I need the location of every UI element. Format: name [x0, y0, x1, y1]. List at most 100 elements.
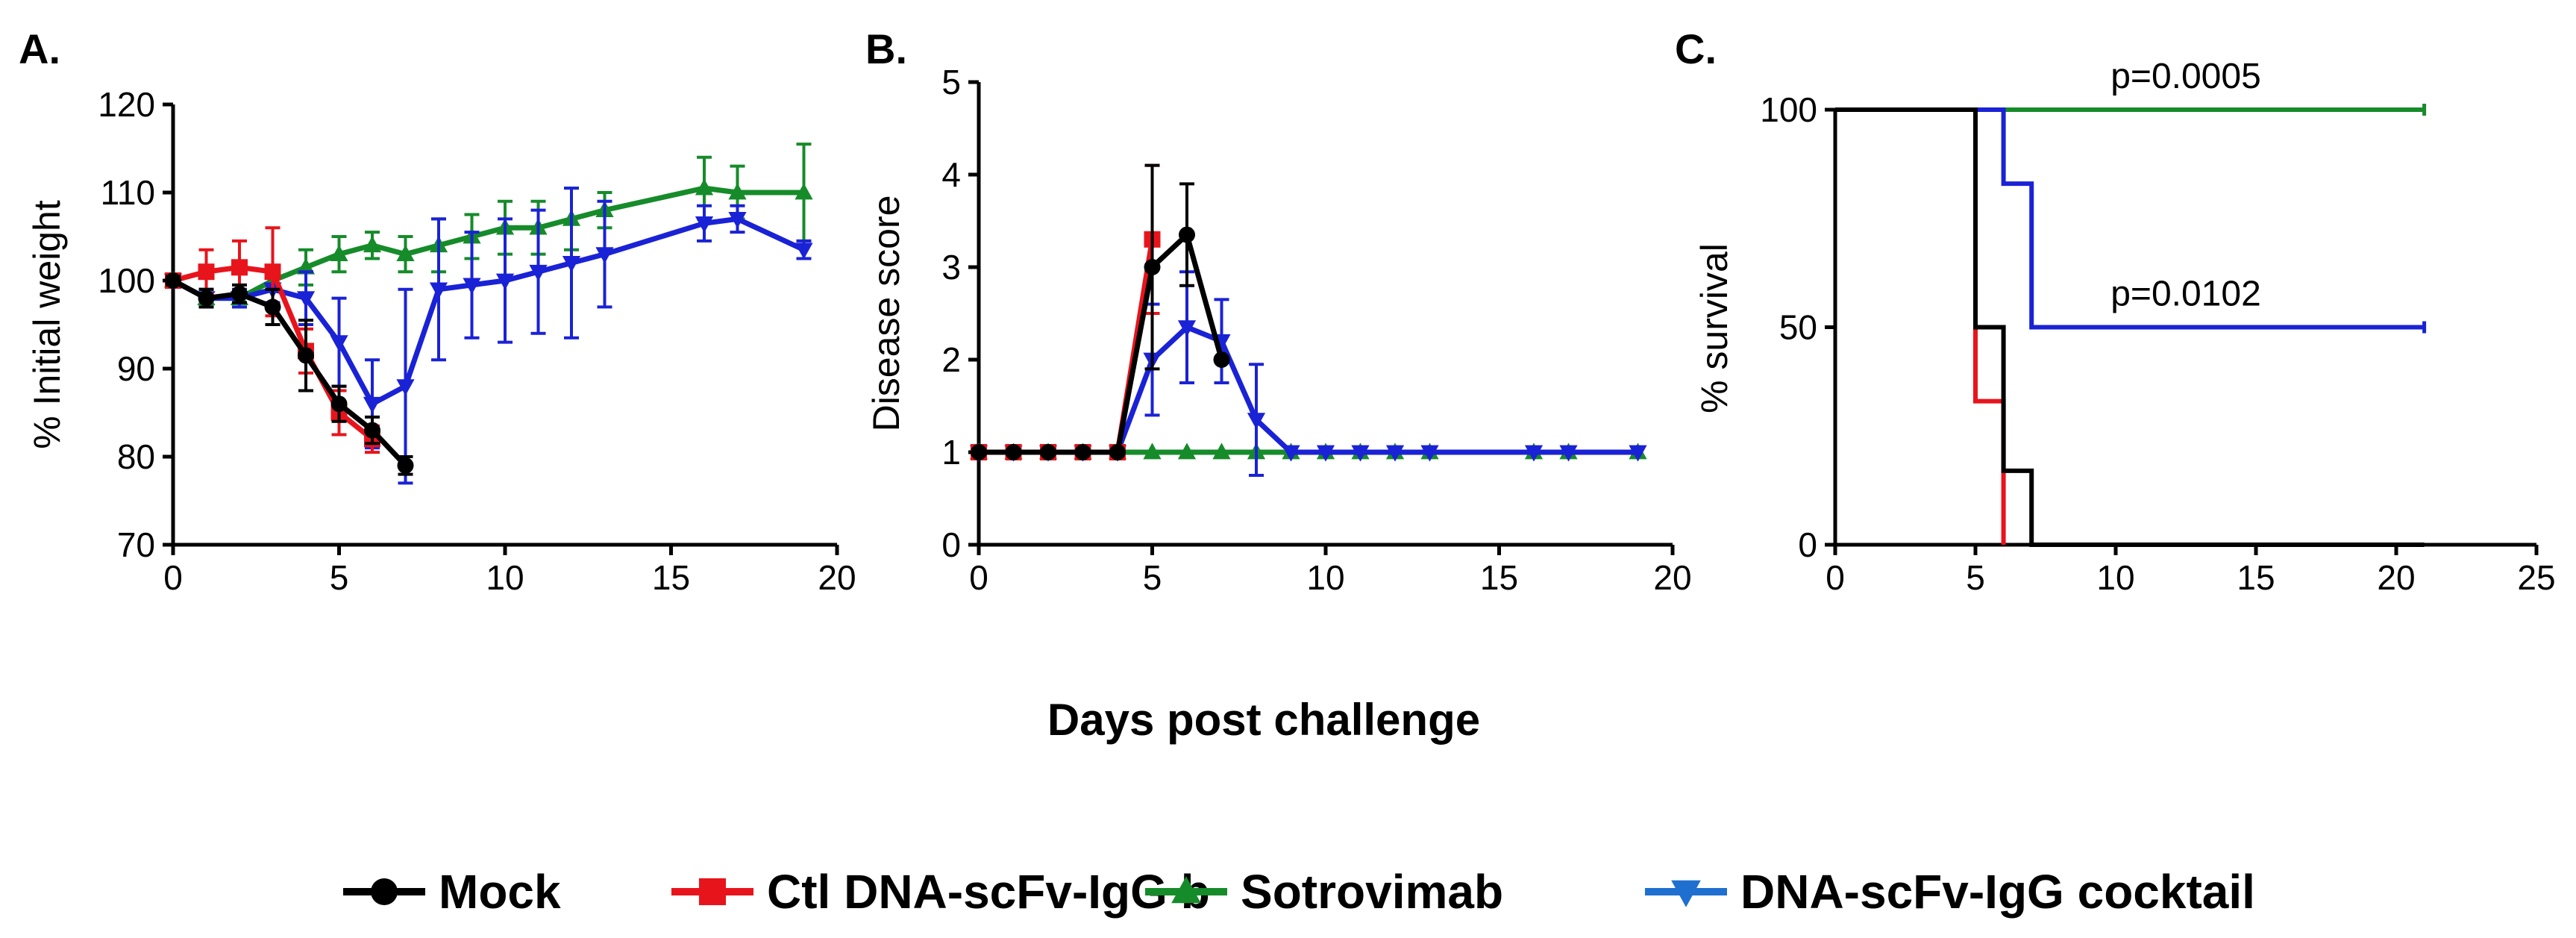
panel-b-y-tick-label: 4 — [941, 155, 961, 194]
panel-b-point — [1247, 413, 1266, 430]
panel-a-point — [363, 396, 382, 413]
panel-a-point — [529, 264, 548, 281]
panel-b-point — [1005, 444, 1022, 460]
legend: Mock Ctl DNA-scFv-IgG b Sotrovimab DNA-scFv… — [343, 865, 2255, 919]
panel-a-point — [695, 178, 714, 196]
panel-a-point — [397, 457, 414, 474]
panel-a-series-ctl-dna-scfv-igg-b — [165, 226, 380, 454]
legend-marker — [1171, 876, 1201, 904]
panel-b-y-tick-label: 1 — [941, 433, 961, 472]
panel-b-axes — [968, 80, 1675, 555]
panel-a-point — [198, 290, 215, 307]
panel-a-point — [330, 395, 348, 413]
panel-a-point — [231, 285, 248, 302]
panel-a-y-tick-label: 100 — [98, 261, 155, 300]
panel-a-x-tick-label: 15 — [652, 558, 690, 597]
panel-a-point — [595, 247, 614, 264]
panel-a-point — [562, 256, 581, 273]
panel-b-point — [1351, 445, 1370, 462]
panel-a-x-tick-label: 0 — [163, 558, 183, 597]
legend-label: Ctl DNA-scFv-IgG b — [767, 865, 1210, 919]
legend-label: DNA-scFv-IgG cocktail — [1740, 865, 2255, 919]
panel-b-line-ctl-dna-scfv-igg-b — [979, 239, 1155, 455]
panel-a-y-tick-label: 70 — [117, 525, 155, 564]
panel-b-point — [1212, 443, 1231, 460]
panel-a-point — [463, 278, 481, 295]
panel-a-point — [695, 216, 714, 233]
panel-a-point — [363, 236, 382, 253]
panel-c-x-tick-label: 10 — [2096, 558, 2134, 597]
panel-b-x-tick-label: 15 — [1480, 558, 1518, 597]
panel-c-y-tick-label: 50 — [1779, 308, 1817, 347]
legend-item-dna-scfv-igg-cocktail: DNA-scFv-IgG cocktail — [1645, 865, 2255, 919]
panel-b-x-tick-label: 10 — [1306, 558, 1344, 597]
panel-c-x-tick-label: 15 — [2237, 558, 2275, 597]
panel-b-point — [1559, 445, 1578, 462]
panel-b-y-tick-label: 3 — [941, 248, 961, 287]
panel-a-point — [198, 263, 215, 281]
panel-a-y-tick-label: 90 — [117, 349, 155, 388]
panel-a-point — [264, 263, 281, 281]
panel-b-x-tick-label: 0 — [969, 558, 988, 597]
panel-c-survival-chart: C. % survival 0 5 10 15 20 25 0 50 100 p=0.0005 p=0.… — [1675, 25, 2556, 597]
panel-b-point — [1316, 445, 1335, 462]
panel-b-point — [1420, 445, 1439, 462]
panel-a-point — [330, 244, 348, 261]
panel-a-point — [330, 335, 348, 352]
panel-b-point — [1524, 445, 1544, 462]
panel-a-point — [795, 183, 813, 200]
panel-a-point — [396, 379, 415, 396]
panel-c-x-tick-label: 20 — [2377, 558, 2415, 597]
legend-marker — [371, 878, 398, 905]
panel-c-line-mock — [1835, 107, 2425, 547]
panel-a-x-tick-label: 20 — [818, 558, 856, 597]
panel-b-point — [1074, 444, 1091, 460]
legend-label: Sotrovimab — [1241, 865, 1503, 919]
panel-b-line-dna-scfv-igg-cocktail — [979, 324, 1638, 455]
panel-a-point — [728, 212, 747, 229]
panel-c-y-tick-label: 100 — [1760, 90, 1817, 129]
panel-c-p-value-annotation: p=0.0102 — [2110, 274, 2261, 313]
panel-b-x-tick-label: 5 — [1143, 558, 1162, 597]
panel-b-disease-score-chart: B. Disease score 0 5 10 15 20 0 1 2 3 4 5 — [865, 25, 1692, 597]
panel-c-y-axis-label: % survival — [1693, 243, 1735, 413]
panel-a-weight-chart: A. % Initial weight 0 5 10 15 20 70 80 90 100 110 12… — [19, 25, 856, 597]
panel-a-y-axis-label: % Initial weight — [26, 200, 68, 449]
panel-a-point — [364, 422, 380, 439]
panel-c-x-tick-label: 0 — [1826, 558, 1845, 597]
panel-a-point — [795, 243, 813, 260]
legend-label: Mock — [439, 865, 561, 919]
panel-b-point — [1109, 444, 1126, 460]
panel-a-point — [429, 282, 448, 299]
panel-b-line-mock — [979, 230, 1224, 455]
panel-b-series-dna-scfv-igg-cocktail — [969, 270, 1647, 477]
panel-a-point — [728, 183, 747, 200]
panel-b-letter: B. — [865, 25, 907, 72]
panel-a-x-tick-label: 10 — [486, 558, 524, 597]
panel-b-point — [1213, 351, 1230, 368]
panel-a-series-dna-scfv-igg-cocktail — [163, 187, 813, 485]
panel-b-point — [1144, 259, 1161, 275]
panel-a-y-tick-label: 80 — [117, 437, 155, 476]
panel-b-x-tick-label: 20 — [1653, 558, 1691, 597]
panel-b-point — [1177, 320, 1197, 337]
panel-b-y-tick-label: 2 — [941, 340, 961, 379]
panel-a-point — [264, 298, 281, 316]
legend-item-mock: Mock — [343, 865, 561, 919]
panel-a-series-mock — [165, 272, 414, 476]
panel-a-point — [231, 259, 248, 276]
panel-a-axes — [163, 102, 839, 555]
panel-c-x-tick-label: 5 — [1966, 558, 1985, 597]
panel-c-series-mock — [1835, 107, 2425, 547]
panel-b-point — [1385, 445, 1405, 462]
panel-b-point — [1282, 445, 1300, 462]
panel-a-point — [296, 257, 316, 275]
panel-a-y-tick-label: 120 — [98, 85, 155, 124]
legend-marker — [699, 878, 726, 905]
panel-a-point — [296, 291, 316, 308]
panel-a-point — [495, 273, 515, 290]
panel-b-point — [1177, 443, 1197, 460]
panel-b-y-tick-label: 0 — [941, 525, 961, 564]
panel-b-y-axis-label: Disease score — [865, 196, 907, 432]
